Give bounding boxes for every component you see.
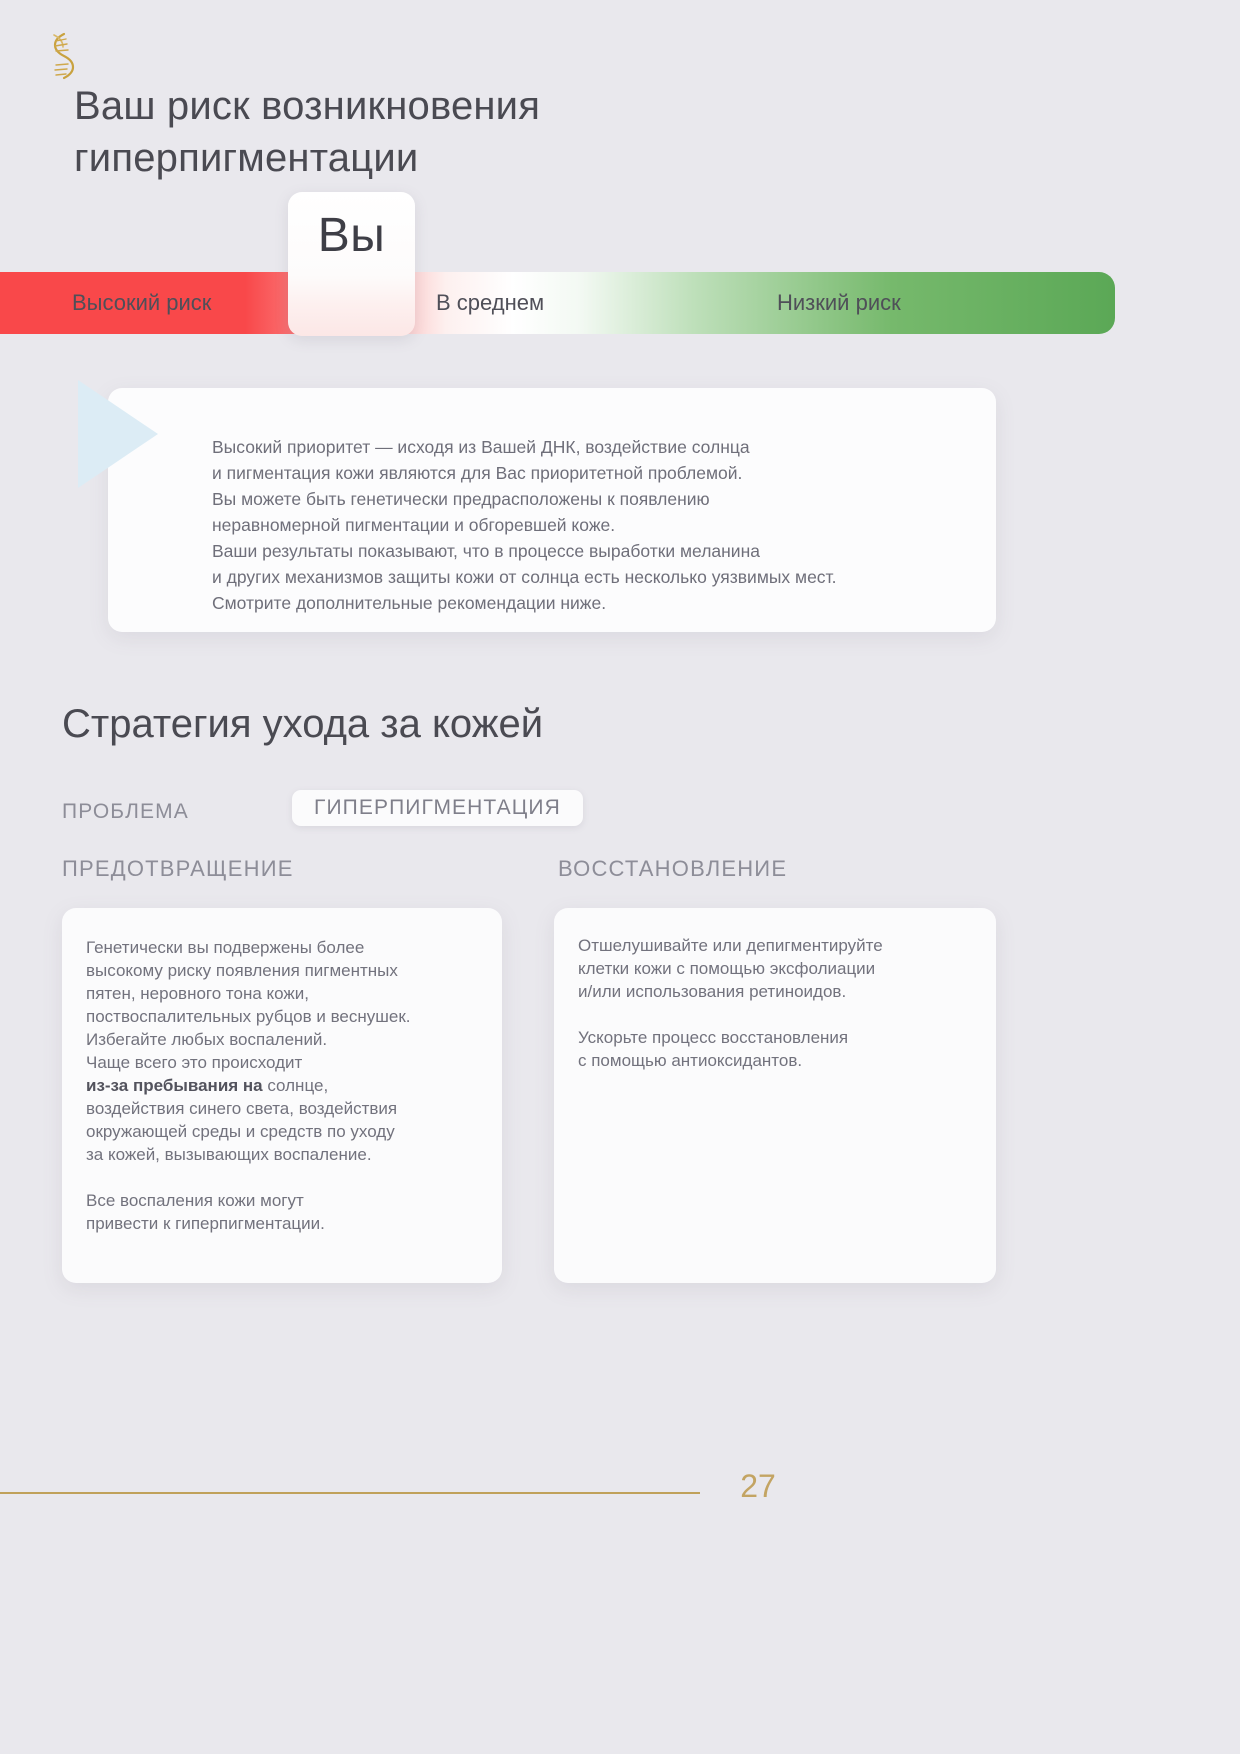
you-marker-label: Вы [317, 209, 386, 262]
prevention-text-emphasis: из-за пребывания на [86, 1076, 263, 1095]
priority-callout-card: Высокий приоритет — исходя из Вашей ДНК,… [108, 388, 996, 632]
risk-scale: Высокий риск В среднем Низкий риск [0, 272, 1115, 334]
section-title-strategy: Стратегия ухода за кожей [62, 702, 544, 746]
recovery-card-text: Отшелушивайте или депигментируйте клетки… [578, 936, 883, 1070]
recovery-card: Отшелушивайте или депигментируйте клетки… [554, 908, 996, 1283]
page-title: Ваш риск возникновения гиперпигментации [74, 84, 541, 180]
page-number: 27 [740, 1468, 776, 1504]
dna-helix-icon [38, 28, 84, 86]
prevention-card: Генетически вы подвержены более высокому… [62, 908, 502, 1283]
prevention-text-part1: Генетически вы подвержены более высокому… [86, 938, 411, 1072]
risk-label-low: Низкий риск [777, 290, 901, 315]
you-marker: Вы [288, 192, 415, 336]
priority-callout-text: Высокий приоритет — исходя из Вашей ДНК,… [212, 437, 837, 613]
column-heading-prevention: ПРЕДОТВРАЩЕНИЕ [62, 856, 294, 881]
prevention-card-text: Генетически вы подвержены более высокому… [86, 936, 484, 1235]
risk-gradient-bar [0, 272, 1115, 334]
risk-label-mid: В среднем [436, 290, 545, 315]
risk-label-high: Высокий риск [72, 290, 212, 315]
prevention-text-part2: солнце, воздействия синего света, воздей… [86, 1076, 398, 1233]
column-heading-recovery: ВОССТАНОВЛЕНИЕ [558, 856, 788, 881]
problem-label: ПРОБЛЕМА [62, 800, 189, 823]
problem-row: ПРОБЛЕМА ГИПЕРПИГМЕНТАЦИЯ [62, 790, 962, 834]
problem-value-chip: ГИПЕРПИГМЕНТАЦИЯ [292, 790, 583, 826]
footer-divider [0, 1492, 700, 1494]
callout-arrow-icon [78, 380, 158, 488]
